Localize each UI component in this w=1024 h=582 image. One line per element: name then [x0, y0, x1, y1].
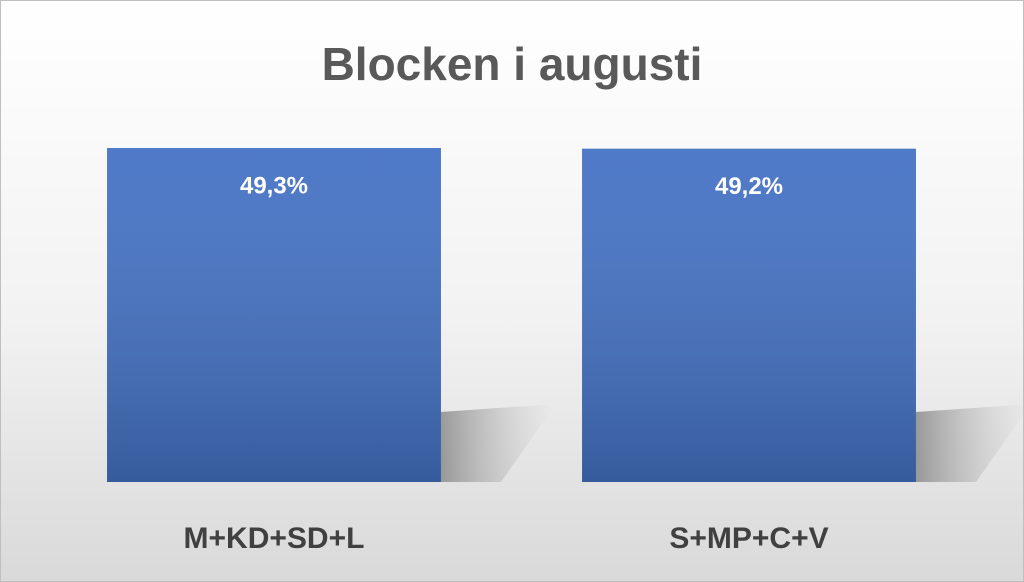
bar-shading	[107, 148, 441, 482]
x-tick-label: S+MP+C+V	[669, 522, 828, 555]
bar-shadow	[915, 404, 1024, 482]
data-label: 49,2%	[715, 173, 783, 200]
data-label: 49,3%	[240, 172, 308, 199]
bar-shading	[582, 148, 916, 482]
x-tick-label: M+KD+SD+L	[184, 522, 365, 555]
chart-title: Blocken i augusti	[322, 38, 703, 90]
bar-shadow	[440, 404, 556, 482]
